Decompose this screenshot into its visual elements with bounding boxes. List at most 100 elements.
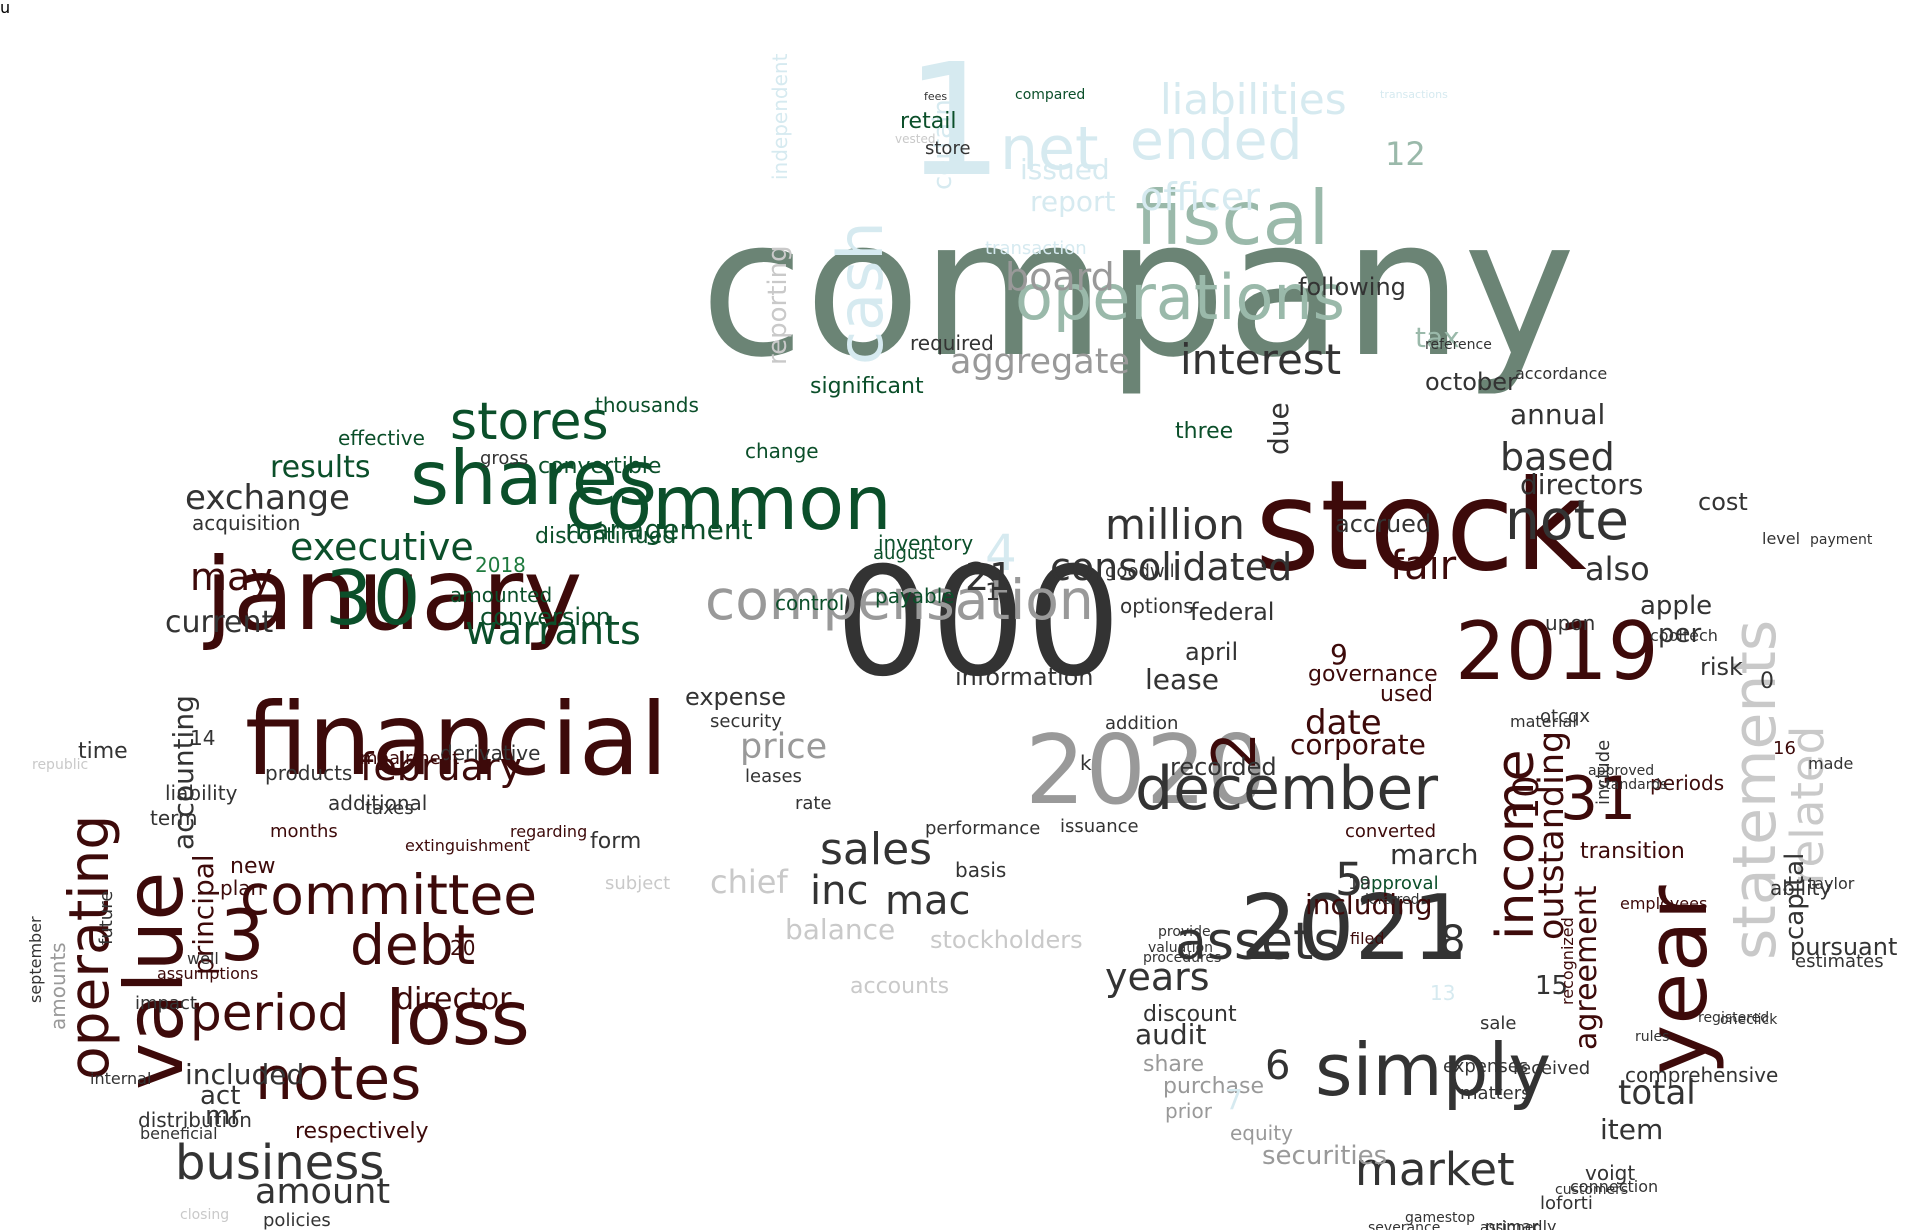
- word-control: control: [775, 591, 845, 615]
- word-august: august: [873, 542, 935, 564]
- word-respectively: respectively: [295, 1119, 429, 1145]
- word-performance: performance: [925, 817, 1041, 839]
- word-governance: governance: [1308, 662, 1438, 688]
- word-compensation: compensation: [705, 568, 1094, 633]
- word-note: note: [1505, 488, 1629, 553]
- word-issuance: issuance: [1060, 815, 1139, 837]
- word-k: k: [1080, 751, 1092, 775]
- word-leases: leases: [745, 765, 802, 787]
- word-7: 7: [1225, 1083, 1243, 1117]
- word-october: october: [1425, 367, 1517, 396]
- word-per: per: [1658, 618, 1702, 649]
- word-rate: rate: [795, 792, 832, 814]
- word-taxes: taxes: [365, 797, 414, 819]
- word-customers: customers: [1555, 1182, 1629, 1199]
- word-warrants: warrants: [465, 608, 641, 654]
- word-risk: risk: [1700, 652, 1743, 681]
- word-new: new: [230, 854, 276, 880]
- word-derivative: derivative: [440, 741, 541, 765]
- word-6: 6: [1265, 1043, 1291, 1089]
- word-upon: upon: [1545, 611, 1596, 635]
- word-debt: debt: [350, 913, 476, 978]
- word-time: time: [78, 739, 128, 765]
- word-sale: sale: [1480, 1012, 1517, 1034]
- word-taylor: taylor: [1808, 874, 1855, 894]
- word-8: 8: [1440, 918, 1466, 964]
- word-13: 13: [1430, 981, 1456, 1005]
- word-chief: chief: [710, 862, 788, 901]
- word-approval: approval: [1360, 872, 1439, 894]
- word-stores: stores: [450, 391, 609, 452]
- word-business: business: [175, 1135, 385, 1192]
- word-comprehensive: comprehensive: [1625, 1063, 1779, 1087]
- word-converted: converted: [1345, 820, 1437, 842]
- word-share: share: [1143, 1052, 1204, 1078]
- word-amounts: amounts: [46, 942, 70, 1030]
- word-5: 5: [1335, 852, 1364, 906]
- word-significant: significant: [810, 374, 924, 400]
- word-assets: assets: [1175, 911, 1341, 972]
- word-corporate: corporate: [1290, 728, 1426, 762]
- word-based: based: [1500, 434, 1615, 479]
- word-lease: lease: [1145, 663, 1219, 697]
- word-fiscal: fiscal: [1135, 174, 1330, 263]
- word-operating: operating: [57, 814, 121, 1080]
- word-ability: ability: [1770, 876, 1832, 900]
- word-included: included: [185, 1058, 305, 1092]
- word-simply: simply: [1315, 1027, 1551, 1112]
- word-standards: standards: [1598, 777, 1668, 794]
- word-may: may: [190, 554, 273, 599]
- word-expenses: expenses: [1443, 1055, 1529, 1077]
- word-months: months: [270, 820, 338, 842]
- word-report: report: [1030, 185, 1116, 219]
- word-liability: liability: [165, 781, 238, 805]
- word-registered: registered: [1698, 1010, 1770, 1027]
- word-12: 12: [1385, 134, 1426, 173]
- word-transactions: transactions: [1380, 87, 1448, 101]
- word-market: market: [1355, 1142, 1515, 1196]
- word-financial: financial: [245, 681, 668, 798]
- word-payable: payable: [875, 584, 955, 608]
- word-independent: independent: [768, 53, 792, 180]
- word-15: 15: [1535, 970, 1569, 1001]
- word-accounts: accounts: [850, 974, 950, 1000]
- word-2020: 2020: [1025, 716, 1267, 827]
- word-provide: provide: [1158, 924, 1211, 941]
- word-received: received: [1513, 1057, 1591, 1079]
- word-basis: basis: [955, 858, 1007, 882]
- word-policies: policies: [263, 1209, 331, 1230]
- word-item: item: [1600, 1113, 1664, 1147]
- word-employees: employees: [1620, 894, 1708, 914]
- word-impact: impact: [135, 992, 197, 1014]
- word-march: march: [1390, 838, 1479, 872]
- word-purchase: purchase: [1163, 1074, 1264, 1100]
- word-accrued: accrued: [1335, 509, 1432, 538]
- word-connection: connection: [1570, 1177, 1659, 1197]
- word-form: form: [590, 829, 642, 855]
- word-extinguishment: extinguishment: [405, 836, 530, 856]
- word-price: price: [740, 727, 828, 768]
- word-loforti: loforti: [1540, 1192, 1593, 1214]
- word-include: include: [1593, 739, 1614, 805]
- word-expense: expense: [685, 682, 787, 711]
- word-acquisition: acquisition: [192, 511, 301, 535]
- word-gross: gross: [480, 447, 529, 469]
- word-directors: directors: [1520, 468, 1644, 502]
- word-made: made: [1808, 754, 1854, 774]
- word-term: term: [150, 806, 198, 830]
- word-subject: subject: [605, 872, 671, 894]
- word-material: material: [1510, 712, 1577, 732]
- word-committee: committee: [240, 863, 538, 928]
- word-periods: periods: [1650, 771, 1725, 795]
- word-16: 16: [1773, 737, 1796, 759]
- word-pursuant: pursuant: [1790, 932, 1898, 961]
- word-including: including: [1305, 888, 1433, 922]
- word-store: store: [925, 137, 971, 159]
- word-cash: cash: [824, 221, 897, 365]
- word-11: 11: [985, 577, 1016, 606]
- word-recognized: recognized: [1558, 917, 1577, 1005]
- word-management: management: [565, 513, 753, 547]
- word-balance: balance: [785, 913, 896, 947]
- word-results: results: [270, 449, 371, 485]
